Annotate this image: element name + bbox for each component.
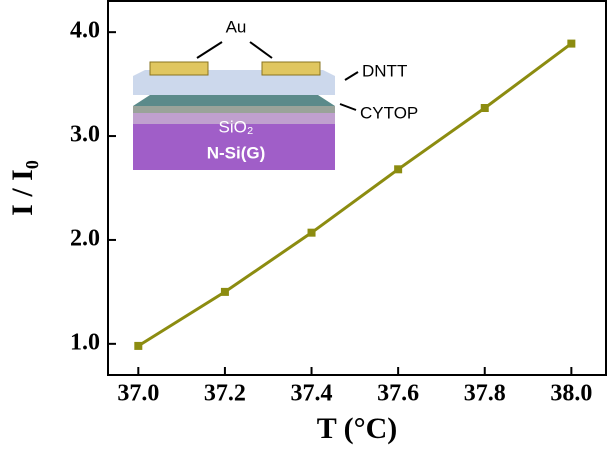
y-axis-title: I / I₀ [6,160,39,216]
x-tick-label: 37.2 [204,381,246,407]
au-label: Au [226,17,247,36]
leader [340,104,356,110]
marker [308,229,316,237]
marker [394,165,402,173]
leader [197,42,222,58]
cytop-label: CYTOP [360,103,418,122]
nsi-label: N-Si(G) [207,143,266,162]
x-tick-label: 38.0 [550,381,592,407]
x-axis-title: T (°C) [317,412,398,445]
chart: Au DNTT CYTOP SiO₂ N-Si(G) T (°C) I / I₀… [0,0,611,454]
marker [221,288,229,296]
inset: Au DNTT CYTOP SiO₂ N-Si(G) [133,17,418,170]
electrode [262,62,320,75]
dntt-label: DNTT [362,61,407,80]
y-tick-label: 2.0 [70,225,100,251]
gray-layer [133,106,335,113]
marker [134,342,142,350]
x-tick-label: 37.8 [464,381,506,407]
cytop-layer [133,95,335,106]
y-tick-label: 3.0 [70,122,100,148]
marker [567,40,575,48]
marker [481,104,489,112]
leader [345,72,358,80]
y-tick-label: 1.0 [70,329,100,355]
electrode [150,62,208,75]
leader [250,42,272,58]
x-tick-label: 37.6 [377,381,419,407]
x-tick-label: 37.4 [291,381,333,407]
x-tick-label: 37.0 [117,381,159,407]
y-tick-label: 4.0 [70,18,100,44]
sio2-label: SiO₂ [219,117,254,136]
